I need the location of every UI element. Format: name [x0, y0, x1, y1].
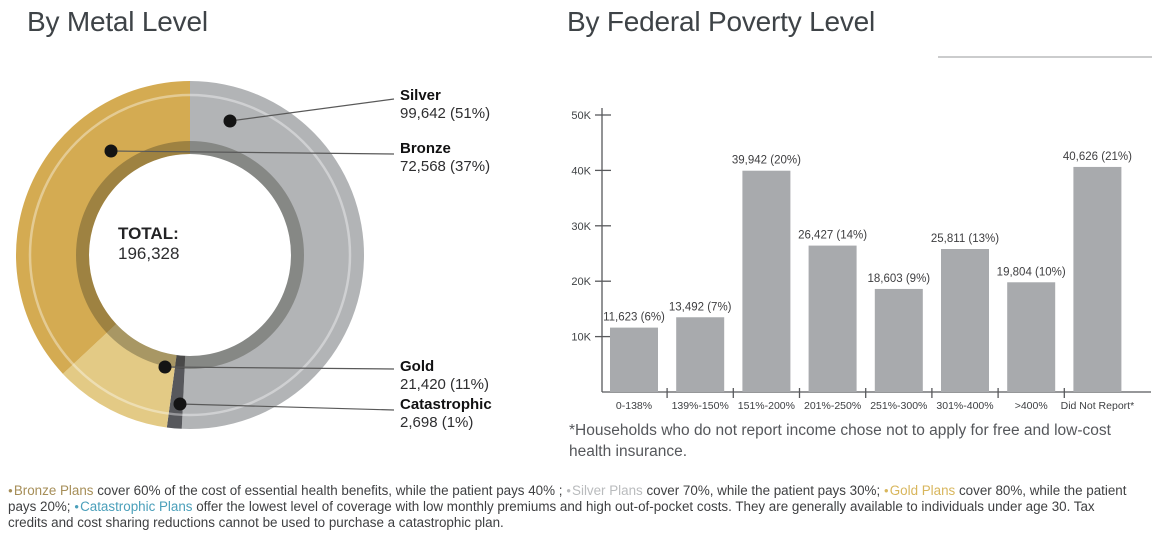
donut-inner-shade-ring: [76, 141, 304, 369]
legend-text: cover 80%, while the patient pays 20%;: [8, 483, 1127, 514]
donut-highlight-ring: [28, 93, 352, 417]
x-axis-category-label: 301%-400%: [936, 400, 993, 412]
metal-level-title: By Metal Level: [27, 6, 208, 37]
bar-value-label: 26,427 (14%): [798, 230, 867, 242]
bar-value-label: 11,623 (6%): [603, 312, 665, 324]
bar-value-label: 13,492 (7%): [669, 301, 732, 313]
y-axis-tick-label: 40K: [571, 165, 591, 177]
donut-total-value: 196,328: [118, 244, 180, 263]
poverty-level-bar-chart: 10K 20K 30K 40K 50K 11,623 (6%) 0-138% 13,492 (…: [571, 108, 1151, 412]
bar-value-label: 40,626 (21%): [1063, 151, 1132, 163]
bar-value-label: 39,942 (20%): [732, 155, 801, 167]
bar-5: [941, 249, 989, 392]
legend-text: cover 60% of the cost of essential healt…: [93, 483, 567, 498]
title-divider-rule: [938, 56, 1152, 58]
x-axis-category-label: Did Not Report*: [1061, 400, 1135, 412]
donut-segment-bronze: [15, 81, 190, 374]
plan-name-bronze-plans: ●Bronze Plans: [8, 483, 94, 498]
bar-value-label: 25,811 (13%): [931, 233, 999, 245]
federal-poverty-level-title: By Federal Poverty Level: [567, 6, 876, 37]
x-axis-category-label: 139%-150%: [672, 400, 729, 412]
x-axis-category-label: 251%-300%: [870, 400, 927, 412]
callout-line-silver: [229, 98, 395, 122]
callout-line-catastrophic: [179, 403, 395, 411]
bar-2: [742, 170, 791, 392]
donut-segment-silver: [181, 81, 364, 430]
plans-legend-paragraph: ●Bronze Plans cover 60% of the cost of e…: [8, 483, 1136, 531]
donut-segment-gold: [62, 323, 177, 428]
x-axis-category-label: >400%: [1015, 400, 1048, 412]
y-axis-tick-label: 10K: [571, 332, 591, 344]
bar-value-label: 18,603 (9%): [867, 273, 930, 285]
plan-name-gold-plans: ●Gold Plans: [883, 483, 956, 498]
x-axis-category-label: 151%-200%: [738, 400, 795, 412]
bar-7: [1073, 166, 1122, 392]
callout-dot-silver: [223, 114, 237, 128]
callout-line-gold: [164, 366, 395, 370]
bar-1: [676, 317, 725, 392]
bar-0: [610, 327, 658, 392]
plan-bullet-icon: ●: [566, 486, 572, 495]
callout-dot-catastrophic: [173, 397, 187, 411]
y-axis-tick-label: 30K: [571, 221, 591, 233]
plan-name-catastrophic-plans: ●Catastrophic Plans: [74, 499, 193, 514]
bar-4: [874, 288, 923, 392]
bar-chart-footnote: *Households who do not report income cho…: [569, 422, 1111, 460]
x-axis-category-label: 0-138%: [616, 400, 652, 412]
plan-name-silver-plans: ●Silver Plans: [566, 483, 643, 498]
plan-bullet-icon: ●: [883, 486, 889, 495]
plan-bullet-icon: ●: [74, 502, 80, 511]
bar-3: [808, 245, 857, 392]
callout-dot-gold: [158, 360, 172, 374]
y-axis-tick-label: 20K: [571, 276, 591, 288]
donut-total: TOTAL: 196,328: [118, 224, 179, 264]
legend-text: offer the lowest level of coverage with …: [8, 499, 1095, 530]
callout-dot-bronze: [104, 144, 118, 158]
x-axis-category-label: 201%-250%: [804, 400, 861, 412]
donut-total-label: TOTAL:: [118, 224, 179, 243]
legend-text: cover 70%, while the patient pays 30%;: [642, 483, 884, 498]
callout-line-bronze: [110, 150, 395, 155]
plan-bullet-icon: ●: [8, 486, 13, 495]
bar-value-label: 19,804 (10%): [997, 266, 1066, 278]
bar-6: [1007, 282, 1056, 392]
y-axis-tick-label: 50K: [571, 110, 591, 122]
metal-level-donut-chart: [15, 81, 395, 430]
